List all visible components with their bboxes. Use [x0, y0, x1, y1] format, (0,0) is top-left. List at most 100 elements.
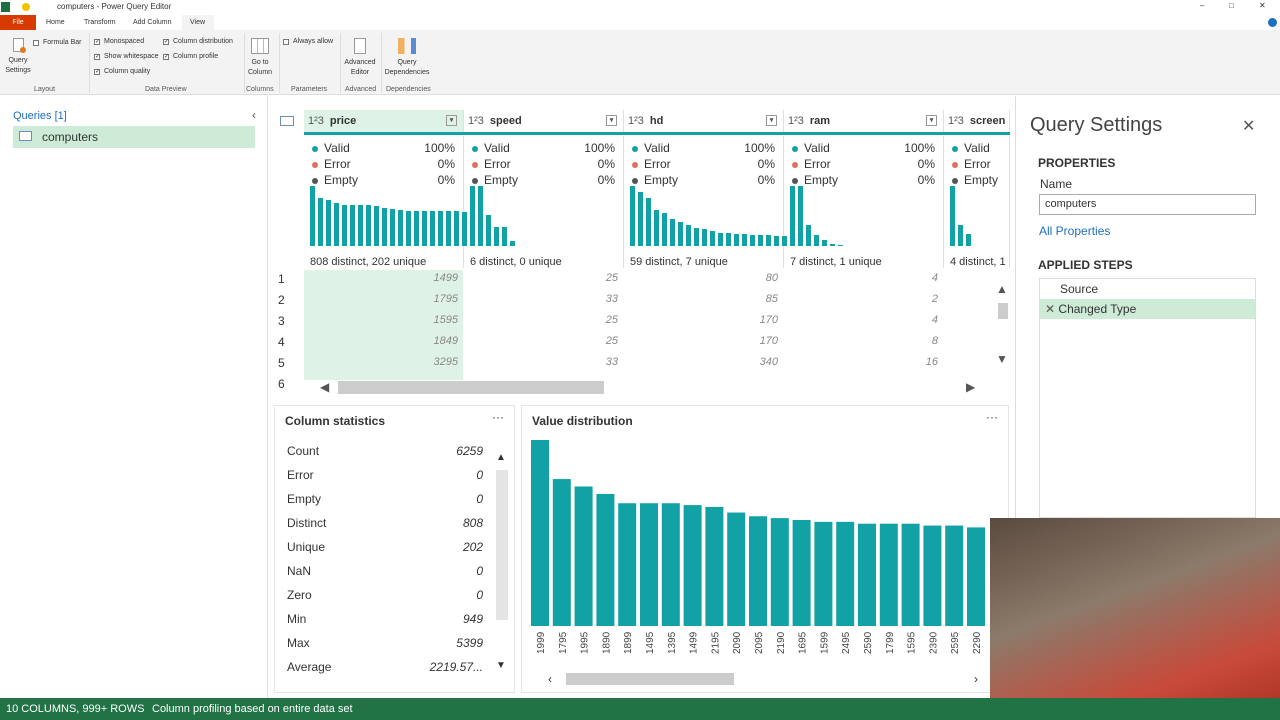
tab-view[interactable]: View — [182, 15, 214, 30]
horizontal-scrollbar[interactable] — [566, 673, 734, 685]
row-number[interactable]: 1 — [278, 272, 285, 286]
tab-transform[interactable]: Transform — [84, 19, 116, 26]
formula-bar-checkbox[interactable]: Formula Bar — [33, 39, 82, 46]
filter-dropdown-icon[interactable]: ▾ — [766, 115, 777, 126]
table-cell[interactable]: 4 — [931, 314, 938, 326]
column-header-hd[interactable]: 1²3 hd ▾ — [624, 110, 784, 132]
bar-1599[interactable] — [814, 521, 833, 626]
bar-1890[interactable] — [596, 493, 615, 626]
minimize-button[interactable]: – — [1200, 1, 1205, 10]
table-menu-icon[interactable] — [280, 116, 294, 126]
bar-1995[interactable] — [574, 486, 593, 627]
table-cell[interactable]: 80 — [765, 272, 778, 284]
table-cell[interactable]: 16 — [925, 356, 938, 368]
close-window-button[interactable]: ✕ — [1259, 1, 1266, 10]
more-options-icon[interactable]: ··· — [986, 410, 998, 424]
column-header-screen[interactable]: 1²3 screen — [944, 110, 1010, 132]
query-item-computers[interactable]: computers — [13, 126, 255, 148]
table-cell[interactable]: 33 — [605, 356, 618, 368]
scroll-right-icon[interactable]: ▶ — [966, 380, 976, 394]
filter-dropdown-icon[interactable]: ▾ — [606, 115, 617, 126]
bar-2595[interactable] — [945, 525, 964, 626]
bar-2090[interactable] — [727, 512, 746, 626]
step-source[interactable]: Source — [1060, 282, 1099, 296]
collapse-pane-icon[interactable]: ‹ — [252, 108, 256, 122]
table-cell[interactable]: 8 — [931, 335, 938, 347]
maximize-button[interactable]: □ — [1229, 1, 1234, 10]
filter-dropdown-icon[interactable]: ▾ — [926, 115, 937, 126]
table-cell[interactable]: 1499 — [433, 272, 458, 284]
table-cell[interactable]: 4 — [931, 272, 938, 284]
scroll-down-icon[interactable]: ▼ — [496, 660, 506, 671]
column-profile-checkbox[interactable]: ✓ Column profile — [163, 53, 219, 60]
table-cell[interactable]: 25 — [605, 314, 618, 326]
bar-2290[interactable] — [967, 527, 985, 626]
bar-2095[interactable] — [749, 516, 767, 626]
all-properties-link[interactable]: All Properties — [1039, 224, 1111, 238]
column-header-speed[interactable]: 1²3 speed ▾ — [464, 110, 624, 132]
bar-1395[interactable] — [661, 503, 680, 626]
table-cell[interactable]: 170 — [759, 314, 778, 326]
bar-1695[interactable] — [792, 519, 811, 626]
monospaced-checkbox[interactable]: ✓ Monospaced — [94, 38, 145, 45]
step-changed-type[interactable]: ✕ Changed Type — [1040, 299, 1255, 319]
help-icon[interactable] — [1268, 18, 1277, 27]
scroll-right-icon[interactable]: › — [974, 672, 978, 686]
tab-add-column[interactable]: Add Column — [133, 19, 172, 26]
horizontal-scrollbar[interactable] — [338, 381, 604, 394]
bar-1595[interactable] — [901, 523, 920, 626]
bar-1999[interactable] — [531, 440, 549, 626]
row-number[interactable]: 5 — [278, 356, 285, 370]
row-number[interactable]: 6 — [278, 377, 285, 391]
smiley-icon[interactable] — [22, 3, 30, 11]
table-cell[interactable]: 25 — [605, 335, 618, 347]
table-cell[interactable]: 1849 — [433, 335, 458, 347]
row-number[interactable]: 4 — [278, 335, 285, 349]
table-cell[interactable]: 170 — [759, 335, 778, 347]
advanced-editor-button[interactable]: Advanced Editor — [343, 38, 377, 78]
column-quality-checkbox[interactable]: ✓ Column quality — [94, 68, 151, 75]
bar-1495[interactable] — [640, 503, 658, 626]
scroll-up-icon[interactable]: ▲ — [496, 452, 506, 463]
go-to-column-button[interactable]: Go to Column — [246, 38, 274, 78]
row-number[interactable]: 2 — [278, 293, 285, 307]
column-distribution-checkbox[interactable]: ✓ Column distribution — [163, 38, 233, 45]
column-header-price[interactable]: 1²3 price ▾ — [304, 110, 464, 132]
scroll-left-icon[interactable]: ◀ — [320, 380, 330, 394]
bar-2495[interactable] — [836, 521, 855, 626]
table-cell[interactable]: 1595 — [433, 314, 458, 326]
bar-1799[interactable] — [879, 523, 898, 626]
table-cell[interactable]: 85 — [765, 293, 778, 305]
table-cell[interactable]: 3295 — [433, 356, 458, 368]
name-input[interactable]: computers — [1039, 194, 1256, 215]
tab-home[interactable]: Home — [46, 19, 65, 26]
filter-dropdown-icon[interactable]: ▾ — [446, 115, 457, 126]
bar-1899[interactable] — [618, 503, 637, 626]
bar-2190[interactable] — [770, 518, 789, 626]
always-allow-checkbox[interactable]: Always allow — [283, 38, 333, 45]
tab-file[interactable]: File — [0, 15, 36, 30]
scroll-up-icon[interactable]: ▲ — [996, 282, 1008, 296]
table-cell[interactable]: 33 — [605, 293, 618, 305]
bar-1795[interactable] — [552, 479, 571, 626]
query-settings-button[interactable]: Query Settings — [4, 38, 32, 76]
query-dependencies-button[interactable]: Query Dependencies — [384, 38, 430, 78]
show-whitespace-checkbox[interactable]: ✓ Show whitespace — [94, 53, 159, 60]
close-icon[interactable]: ✕ — [1242, 118, 1256, 135]
scroll-left-icon[interactable]: ‹ — [548, 672, 552, 686]
bar-2390[interactable] — [923, 525, 942, 626]
table-cell[interactable]: 1795 — [433, 293, 458, 305]
row-number[interactable]: 3 — [278, 314, 285, 328]
vertical-scrollbar[interactable] — [496, 470, 508, 620]
table-cell[interactable]: 2 — [931, 293, 938, 305]
column-header-ram[interactable]: 1²3 ram ▾ — [784, 110, 944, 132]
bar-2590[interactable] — [858, 523, 876, 626]
bar-2195[interactable] — [705, 506, 724, 626]
bar-1499[interactable] — [683, 505, 702, 626]
delete-step-icon[interactable]: ✕ — [1045, 302, 1056, 316]
more-options-icon[interactable]: ··· — [492, 410, 504, 424]
scroll-down-icon[interactable]: ▼ — [996, 352, 1008, 366]
profiling-mode[interactable]: Column profiling based on entire data se… — [152, 703, 353, 715]
table-cell[interactable]: 25 — [605, 272, 618, 284]
vertical-scrollbar[interactable] — [998, 303, 1008, 319]
